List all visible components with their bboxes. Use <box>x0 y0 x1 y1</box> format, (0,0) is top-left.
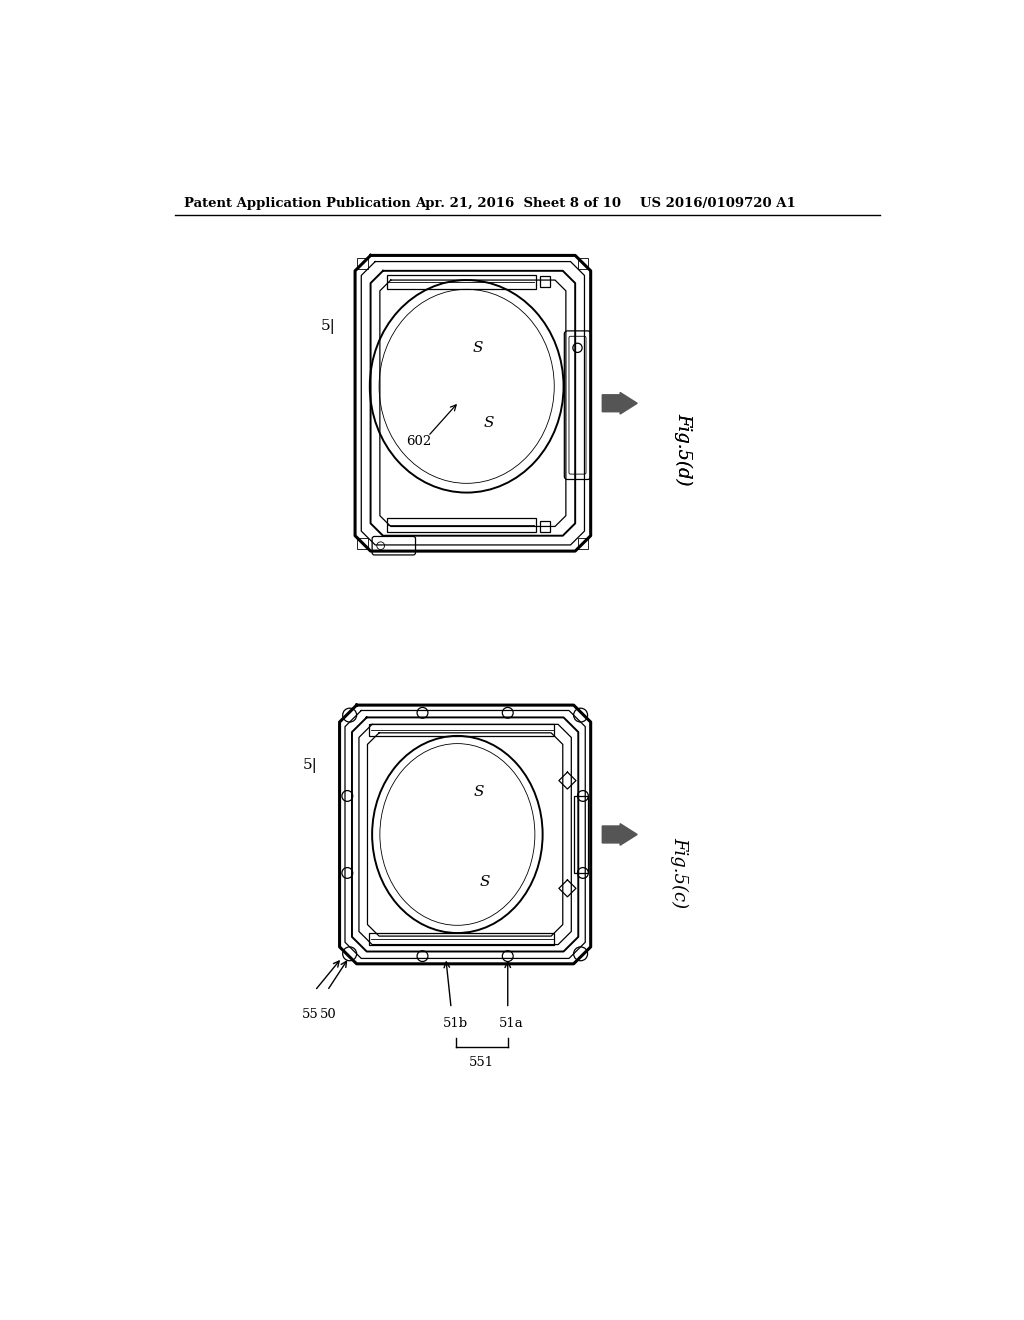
Bar <box>387 275 536 289</box>
Text: 55: 55 <box>302 1008 318 1022</box>
Text: 5|: 5| <box>303 758 317 772</box>
Bar <box>574 796 589 873</box>
Text: S: S <box>474 785 484 799</box>
Text: Apr. 21, 2016  Sheet 8 of 10: Apr. 21, 2016 Sheet 8 of 10 <box>415 197 621 210</box>
Bar <box>578 539 589 549</box>
Bar <box>540 276 550 286</box>
Text: 602: 602 <box>406 436 431 449</box>
Bar <box>357 539 369 549</box>
Text: S: S <box>473 341 483 355</box>
FancyArrow shape <box>602 392 637 414</box>
Text: 551: 551 <box>469 1056 495 1069</box>
Text: 5|: 5| <box>321 318 336 334</box>
Text: 51a: 51a <box>500 1018 524 1031</box>
FancyArrow shape <box>602 824 637 845</box>
Text: US 2016/0109720 A1: US 2016/0109720 A1 <box>640 197 796 210</box>
Bar <box>540 521 550 532</box>
Bar <box>357 257 369 268</box>
Text: 50: 50 <box>319 1008 336 1022</box>
Text: 51b: 51b <box>443 1018 468 1031</box>
Text: Fig.5(d): Fig.5(d) <box>675 413 693 486</box>
Text: Patent Application Publication: Patent Application Publication <box>183 197 411 210</box>
Bar <box>387 517 536 532</box>
Text: Fig.5(d): Fig.5(d) <box>675 413 693 486</box>
Bar <box>369 723 554 737</box>
Text: Fig.5(c): Fig.5(c) <box>671 837 689 908</box>
Bar <box>578 257 589 268</box>
Text: S: S <box>479 875 489 890</box>
Bar <box>369 933 554 945</box>
Text: S: S <box>483 416 494 430</box>
